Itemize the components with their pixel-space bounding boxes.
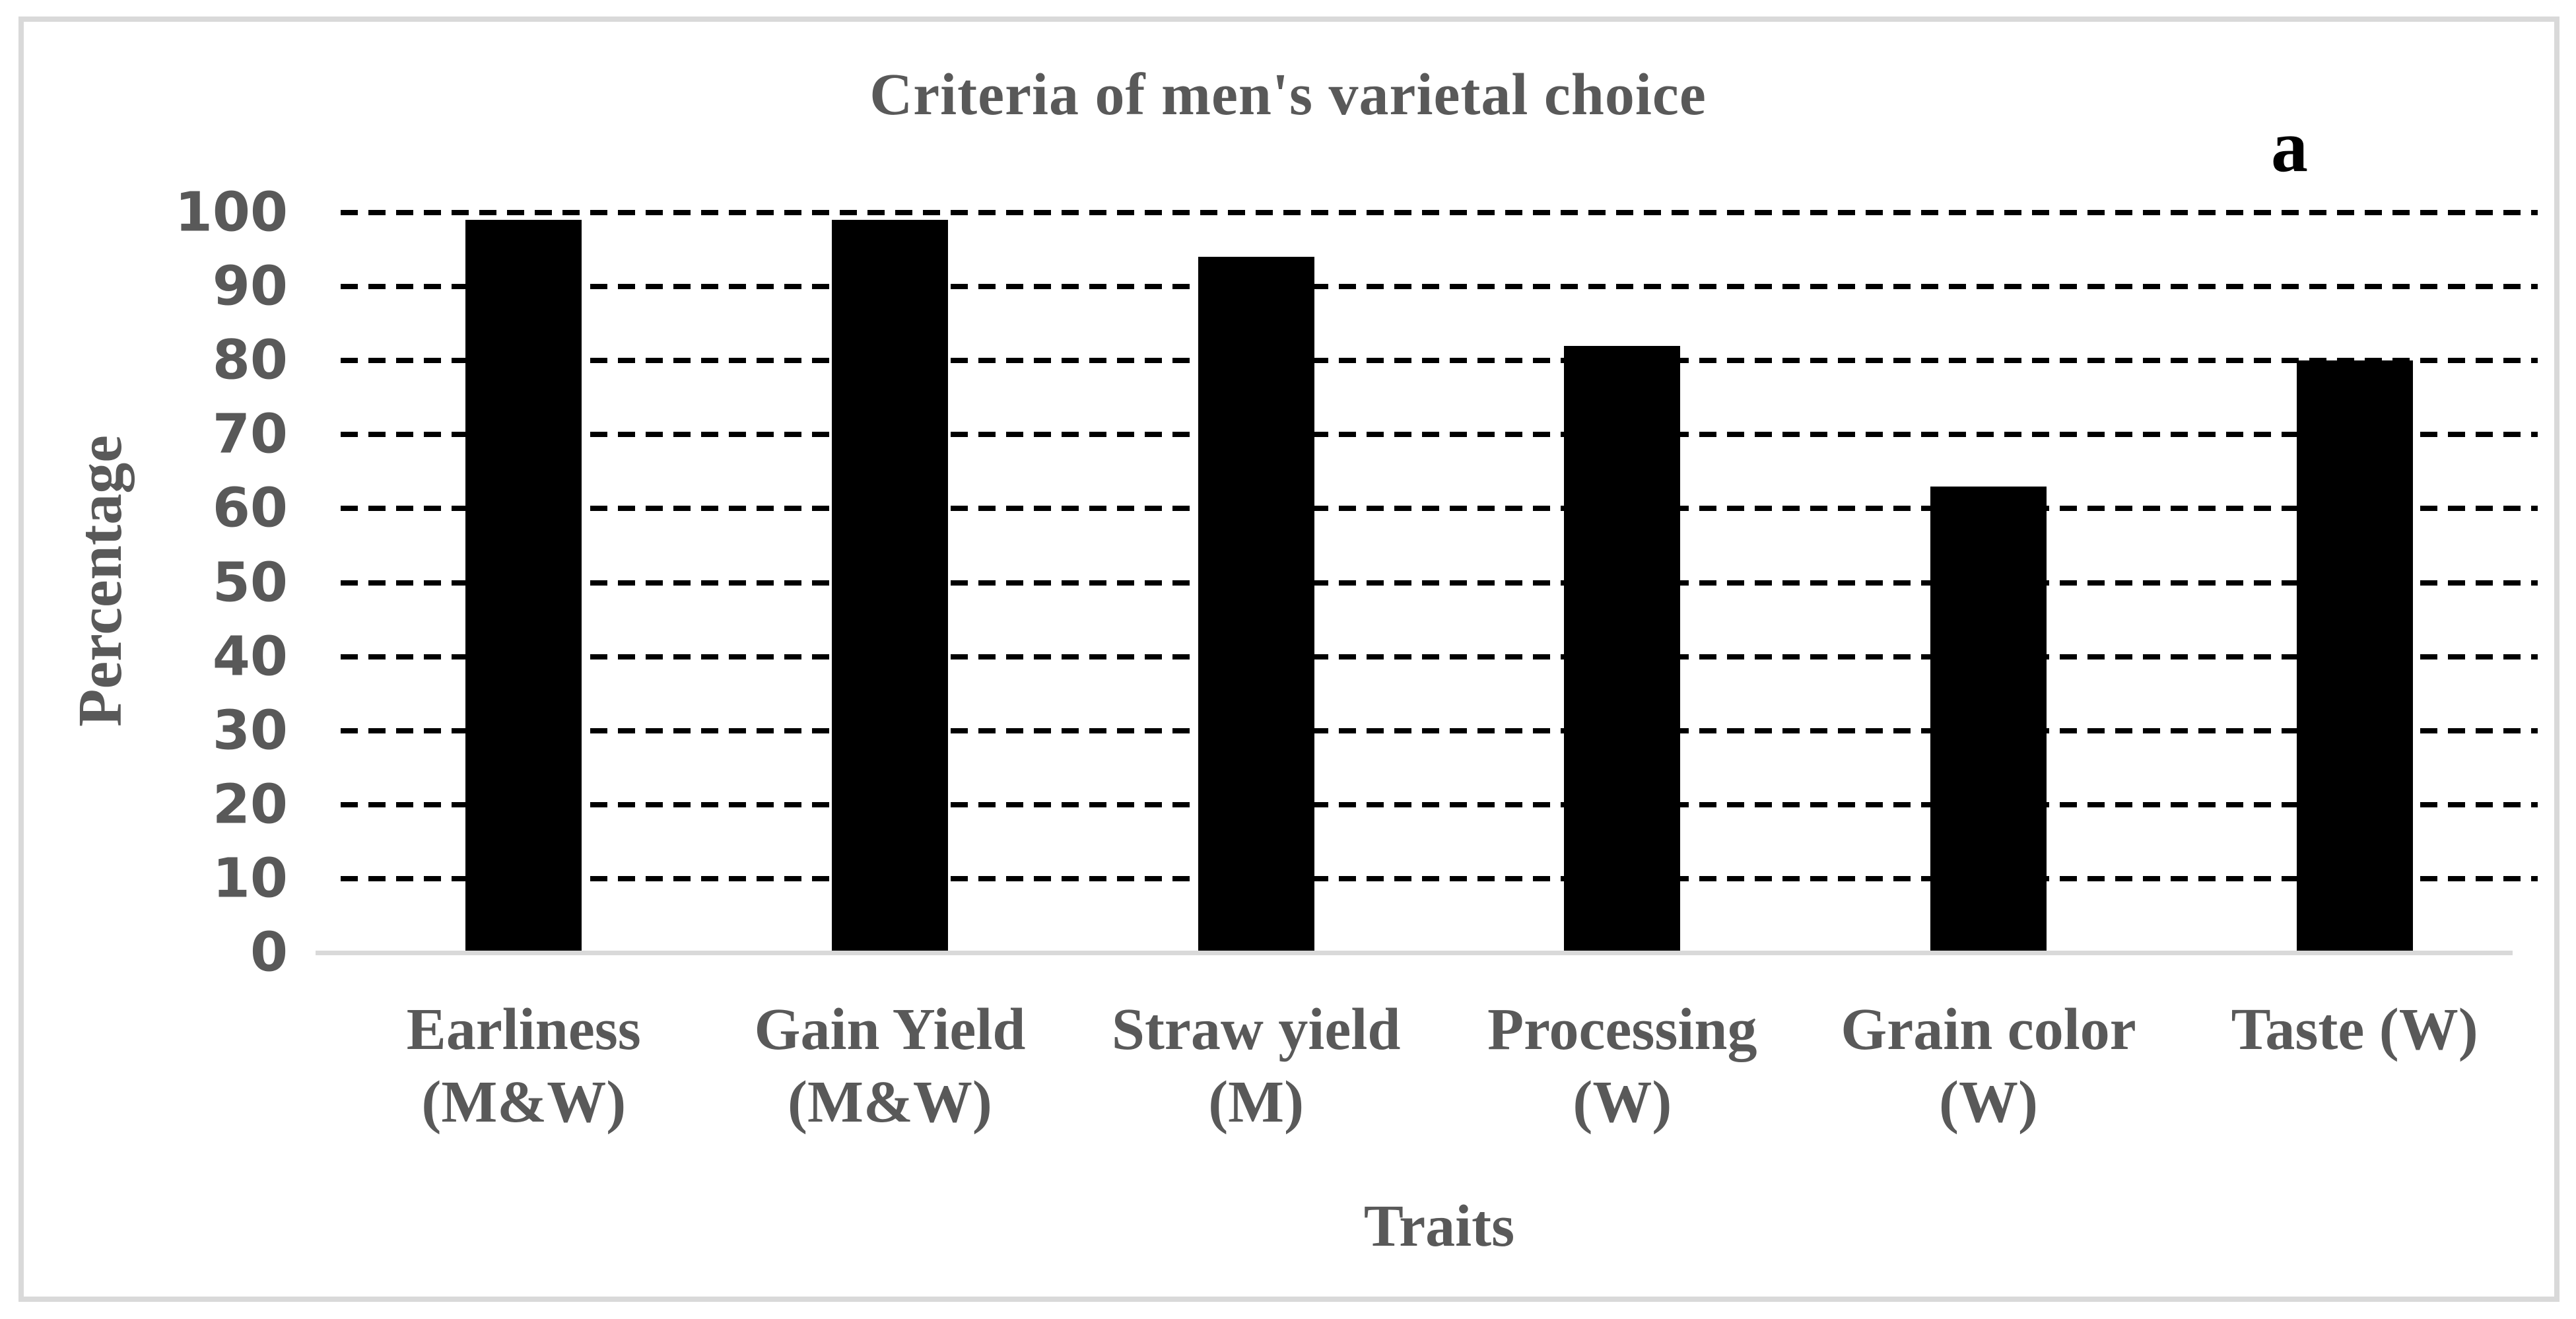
gridline	[341, 654, 2538, 660]
gridline	[341, 284, 2538, 290]
chart-title: Criteria of men's varietal choice	[869, 62, 1707, 127]
bar	[1564, 345, 1681, 953]
y-tick-label: 70	[212, 403, 288, 466]
bar	[465, 220, 582, 953]
y-tick-label: 50	[212, 551, 288, 614]
x-category-label: Straw yield (M)	[1111, 997, 1401, 1135]
gridline	[341, 358, 2538, 364]
gridline	[341, 727, 2538, 733]
bar	[2296, 360, 2413, 953]
y-tick-label: 100	[174, 181, 288, 244]
x-axis-title: Traits	[1363, 1194, 1515, 1259]
y-tick-label: 30	[212, 699, 288, 762]
bar	[1930, 486, 2047, 953]
bar	[1198, 257, 1314, 953]
y-tick-label: 10	[212, 847, 288, 910]
y-tick-label: 0	[250, 921, 288, 984]
x-axis-line	[316, 951, 2513, 955]
x-category-label: Grain color (W)	[1841, 997, 2136, 1135]
gridline	[341, 506, 2538, 512]
y-tick-label: 80	[212, 329, 288, 392]
gridline	[341, 580, 2538, 586]
y-tick-label: 20	[212, 773, 288, 836]
figure-panel-label: a	[2271, 106, 2308, 187]
gridline	[341, 875, 2538, 881]
x-category-label: Gain Yield (M&W)	[754, 997, 1026, 1135]
x-category-label: Taste (W)	[2231, 997, 2478, 1062]
y-tick-label: 90	[212, 255, 288, 318]
y-tick-label: 60	[212, 477, 288, 540]
x-category-label: Earliness (M&W)	[406, 997, 641, 1135]
y-tick-label: 40	[212, 625, 288, 689]
gridline	[341, 210, 2538, 215]
bar	[832, 220, 948, 953]
gridline	[341, 432, 2538, 438]
gridline	[341, 801, 2538, 807]
x-category-label: Processing (W)	[1487, 997, 1757, 1135]
